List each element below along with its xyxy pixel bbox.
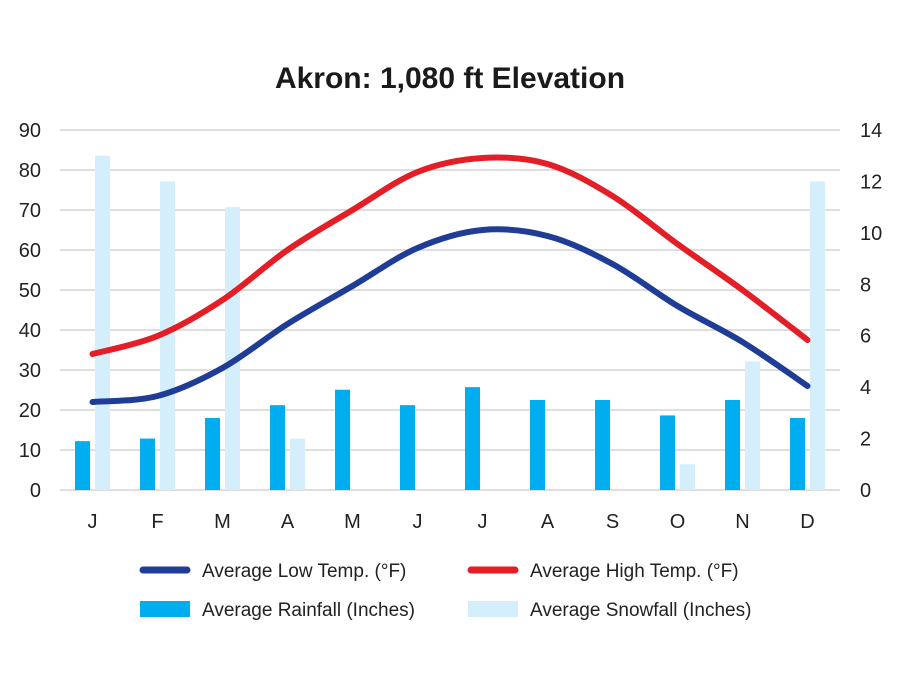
snowfall-bar (745, 361, 760, 490)
snowfall-bar (290, 438, 305, 490)
x-tick-label: M (214, 511, 231, 533)
y-left-tick-label: 80 (19, 160, 41, 182)
rainfall-bar (725, 400, 740, 490)
snowfall-bar (225, 207, 240, 490)
x-tick-label: N (735, 511, 749, 533)
y-left-tick-label: 0 (30, 480, 41, 502)
x-tick-label: M (344, 511, 361, 533)
y-right-tick-label: 14 (860, 120, 882, 142)
x-tick-label: F (151, 511, 163, 533)
legend-item: Average Low Temp. (°F) (139, 561, 406, 582)
snowfall-bar (95, 155, 110, 490)
legend: Average Low Temp. (°F) Average High Temp.… (139, 561, 751, 621)
high-temp-line (89, 154, 811, 357)
x-tick-label: J (478, 511, 488, 533)
y-right-tick-label: 2 (860, 429, 871, 451)
y-right-tick-label: 4 (860, 377, 871, 399)
legend-bar-swatch (140, 601, 190, 617)
x-tick-label: J (413, 511, 423, 533)
y-left-tick-label: 90 (19, 120, 41, 142)
axis-ticks: 0 10 20 30 40 50 60 70 80 90 0 2 4 6 8 10 12 14 J F M A M J J A S O… (19, 120, 883, 533)
rainfall-bar (75, 441, 90, 490)
y-right-tick-label: 6 (860, 326, 871, 348)
y-left-tick-label: 50 (19, 280, 41, 302)
legend-label: Average Snowfall (Inches) (530, 600, 751, 621)
y-left-tick-label: 40 (19, 320, 41, 342)
legend-label: Average High Temp. (°F) (530, 561, 739, 582)
y-right-tick-label: 10 (860, 223, 882, 245)
rainfall-bar (140, 438, 155, 490)
y-left-tick-label: 60 (19, 240, 41, 262)
snowfall-bar (810, 181, 825, 490)
y-left-tick-label: 30 (19, 360, 41, 382)
x-tick-label: O (670, 511, 686, 533)
y-right-tick-label: 12 (860, 171, 882, 193)
legend-label: Average Low Temp. (°F) (202, 561, 406, 582)
x-tick-label: S (606, 511, 619, 533)
rainfall-bar (335, 389, 350, 490)
chart-title: Akron: 1,080 ft Elevation (275, 62, 625, 95)
snowfall-bar (160, 181, 175, 490)
rainfall-bar (205, 418, 220, 490)
y-left-tick-label: 20 (19, 400, 41, 422)
low-temp-line (89, 226, 811, 405)
rainfall-bar (465, 387, 480, 490)
y-left-tick-label: 10 (19, 440, 41, 462)
rainfall-bar (400, 405, 415, 490)
rainfall-bar (270, 405, 285, 490)
lines (89, 154, 811, 405)
rainfall-bar (530, 400, 545, 490)
bars (75, 155, 825, 490)
y-right-tick-label: 0 (860, 480, 871, 502)
y-right-tick-label: 8 (860, 274, 871, 296)
y-left-tick-label: 70 (19, 200, 41, 222)
x-tick-label: A (541, 511, 555, 533)
legend-item: Average Snowfall (Inches) (468, 600, 751, 621)
x-tick-label: D (800, 511, 814, 533)
x-tick-label: J (88, 511, 98, 533)
x-tick-label: A (281, 511, 295, 533)
rainfall-bar (790, 418, 805, 490)
legend-bar-swatch (468, 601, 518, 617)
rainfall-bar (595, 400, 610, 490)
legend-item: Average High Temp. (°F) (467, 561, 739, 582)
legend-label: Average Rainfall (Inches) (202, 600, 415, 621)
grid-lines (60, 129, 840, 491)
legend-item: Average Rainfall (Inches) (140, 600, 415, 621)
rainfall-bar (660, 415, 675, 490)
snowfall-bar (680, 464, 695, 490)
